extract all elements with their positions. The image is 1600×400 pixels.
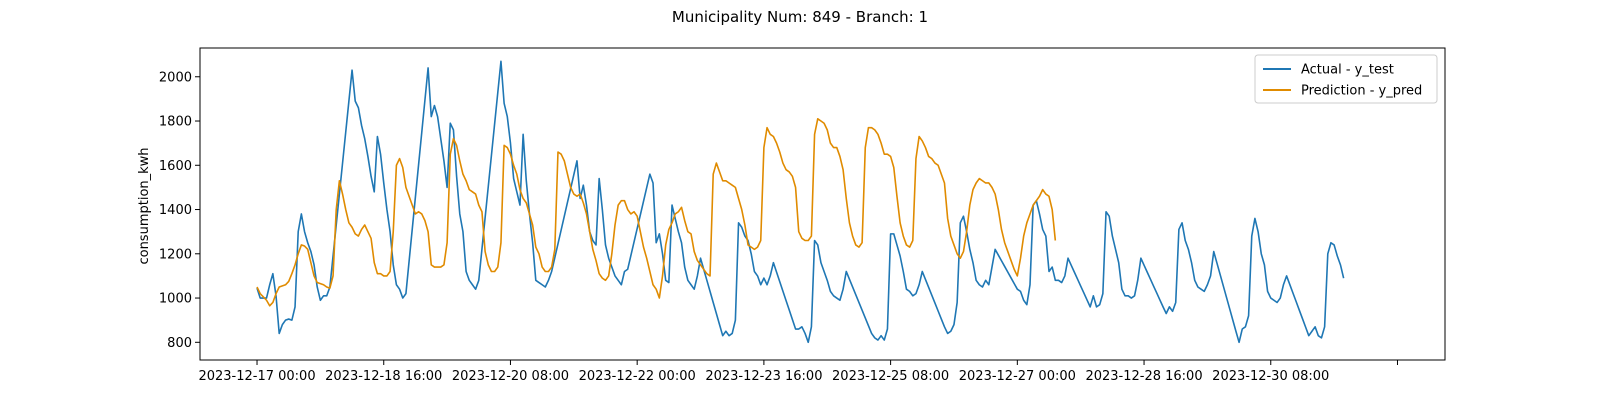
x-tick-label: 2023-12-30 08:00 bbox=[1212, 369, 1329, 384]
legend: Actual - y_test Prediction - y_pred bbox=[1254, 54, 1438, 104]
y-tick-label: 1600 bbox=[159, 159, 192, 174]
x-tick-label: 2023-12-27 00:00 bbox=[959, 369, 1076, 384]
x-tick-label: 2023-12-17 00:00 bbox=[198, 369, 315, 384]
plot-area bbox=[256, 60, 1345, 344]
y-tick-label: 1200 bbox=[159, 247, 192, 262]
legend-label: Prediction - y_pred bbox=[1301, 84, 1422, 99]
x-tick-label: 2023-12-20 08:00 bbox=[452, 369, 569, 384]
legend-label: Actual - y_test bbox=[1301, 63, 1394, 78]
y-tick-label: 1800 bbox=[159, 115, 192, 130]
chart-title: Municipality Num: 849 - Branch: 1 bbox=[672, 8, 928, 26]
y-tick-label: 2000 bbox=[159, 70, 192, 85]
legend-box bbox=[1254, 54, 1438, 104]
y-tick-label: 800 bbox=[167, 336, 192, 351]
x-tick-label: 2023-12-28 16:00 bbox=[1085, 369, 1202, 384]
x-tick-label: 2023-12-22 00:00 bbox=[579, 369, 696, 384]
x-tick-label: 2023-12-18 16:00 bbox=[325, 369, 442, 384]
y-tick-label: 1000 bbox=[159, 292, 192, 307]
plot-frame bbox=[199, 47, 1446, 361]
axes: 800 1000 1200 1400 1600 1800 2000 2023-12-17 00… bbox=[159, 47, 1446, 384]
y-tick-label: 1400 bbox=[159, 203, 192, 218]
series-line-prediction bbox=[256, 118, 1057, 307]
series-line-actual bbox=[256, 60, 1345, 344]
x-tick-label: 2023-12-25 08:00 bbox=[832, 369, 949, 384]
y-axis-label: consumption_kwh bbox=[137, 147, 152, 264]
x-tick-label: 2023-12-23 16:00 bbox=[705, 369, 822, 384]
